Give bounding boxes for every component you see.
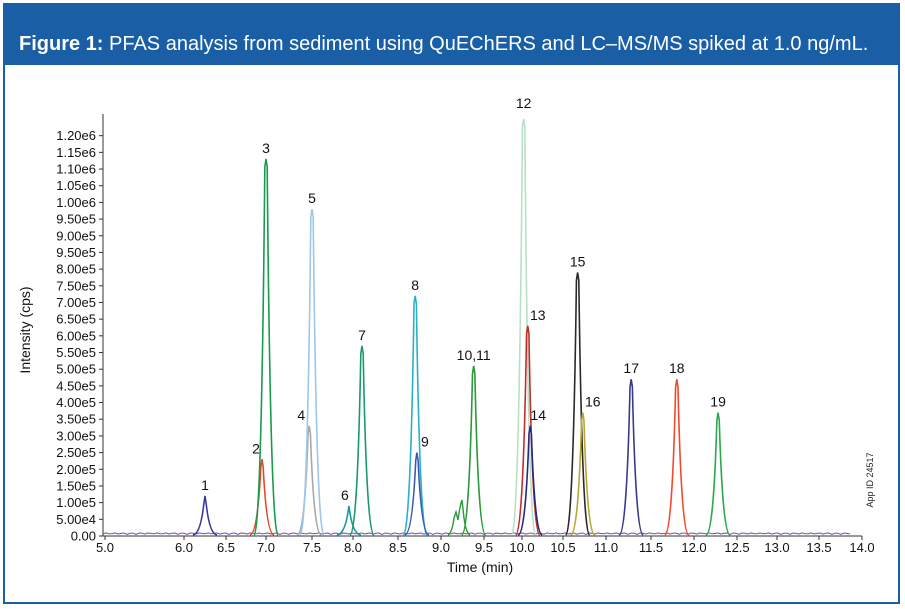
y-tick-label: 2.00e5	[56, 462, 96, 477]
x-tick-label: 7.0	[257, 540, 275, 555]
x-tick-label: 6.5	[217, 540, 235, 555]
y-tick-label: 1.00e6	[56, 195, 96, 210]
peak-14-trace	[517, 425, 543, 536]
peak-6-trace	[336, 505, 362, 536]
app-id-label: App ID 24517	[865, 452, 875, 507]
peak-15-trace	[564, 272, 591, 536]
y-tick-label: 7.00e5	[56, 295, 96, 310]
peak-label-1: 1	[201, 477, 209, 493]
x-tick-label: 7.5	[303, 540, 321, 555]
peak-label-5: 5	[308, 190, 316, 206]
peak-16-trace	[570, 412, 596, 536]
figure-banner: Figure 1: PFAS analysis from sediment us…	[5, 5, 898, 65]
peak-label-7: 7	[358, 327, 366, 343]
peak-label-14: 14	[530, 407, 546, 423]
peak-label-10-11: 10,11	[457, 347, 491, 363]
x-tick-label: 8.5	[389, 540, 407, 555]
peak-5-trace	[299, 208, 325, 536]
peak-13-trace	[514, 325, 541, 536]
peak-label-2: 2	[252, 440, 260, 456]
peak-17-trace	[618, 379, 644, 536]
peak-2-trace	[249, 459, 275, 536]
y-tick-label: 2.50e5	[56, 445, 96, 460]
peak-12-trace	[510, 118, 537, 536]
peak-9-trace	[404, 452, 430, 536]
figure-label: Figure 1:	[19, 33, 104, 55]
peak-4-trace	[296, 425, 322, 536]
y-tick-label: 1.00e5	[56, 495, 96, 510]
y-tick-label: 0.00	[71, 529, 96, 544]
y-tick-label: 9.50e5	[56, 212, 96, 227]
peak-3-trace	[253, 158, 279, 536]
peak-7-trace	[349, 345, 375, 536]
figure-frame: Figure 1: PFAS analysis from sediment us…	[3, 3, 900, 604]
x-tick-label: 12.5	[724, 540, 749, 555]
y-tick-label: 8.00e5	[56, 262, 96, 277]
y-tick-label: 3.00e5	[56, 428, 96, 443]
peak-label-19: 19	[710, 394, 726, 410]
peak-19-trace	[705, 412, 731, 536]
peak-label-15: 15	[570, 253, 586, 269]
peak-10-11-trace	[461, 365, 487, 536]
y-tick-label: 1.15e6	[56, 145, 96, 160]
baseline-trace	[102, 532, 851, 536]
y-tick-label: 6.50e5	[56, 312, 96, 327]
x-axis-label: Time (min)	[447, 559, 513, 575]
peak-label-13: 13	[530, 307, 546, 323]
peak-label-8: 8	[411, 277, 419, 293]
y-tick-label: 4.50e5	[56, 378, 96, 393]
peak-label-6: 6	[341, 487, 349, 503]
y-tick-label: 1.20e6	[56, 128, 96, 143]
shoulder-peak-trace	[447, 499, 471, 536]
x-tick-label: 10.5	[550, 540, 575, 555]
y-tick-label: 4.00e5	[56, 395, 96, 410]
x-tick-label: 11.0	[594, 540, 618, 555]
peak-label-3: 3	[262, 140, 270, 156]
y-tick-label: 9.50e5	[56, 245, 96, 260]
x-tick-label: 14.0	[849, 540, 874, 555]
x-tick-label: 10.0	[509, 540, 534, 555]
x-tick-label: 6.0	[175, 540, 193, 555]
y-tick-label: 6.00e5	[56, 328, 96, 343]
peak-label-12: 12	[516, 95, 532, 111]
x-tick-label: 11.5	[639, 540, 663, 555]
x-tick-label: 5.0	[96, 540, 114, 555]
peak-18-trace	[664, 379, 690, 536]
peak-label-17: 17	[623, 360, 639, 376]
y-tick-label: 5.00e5	[56, 362, 96, 377]
y-tick-label: 5.00e4	[56, 512, 96, 527]
peak-8-trace	[402, 295, 428, 536]
y-tick-label: 9.00e5	[56, 228, 96, 243]
x-tick-label: 9.5	[475, 540, 493, 555]
y-axis-label: Intensity (cps)	[17, 286, 33, 373]
figure-caption-text: PFAS analysis from sediment using QuEChE…	[109, 33, 869, 55]
y-tick-label: 7.50e5	[56, 278, 96, 293]
peak-label-4: 4	[297, 407, 305, 423]
y-tick-label: 1.10e6	[56, 162, 96, 177]
peak-1-trace	[192, 495, 218, 536]
y-tick-label: 5.50e5	[56, 345, 96, 360]
x-tick-label: 9.0	[432, 540, 450, 555]
y-tick-label: 3.50e5	[56, 412, 96, 427]
peak-label-9: 9	[421, 434, 429, 450]
y-tick-label: 1.50e5	[56, 478, 96, 493]
peak-label-18: 18	[669, 360, 685, 376]
chart-traces	[102, 118, 851, 536]
x-tick-label: 12.0	[681, 540, 706, 555]
x-tick-label: 8.0	[344, 540, 362, 555]
y-tick-label: 1.05e6	[56, 178, 96, 193]
x-tick-label: 13.0	[764, 540, 789, 555]
figure-caption: Figure 1: PFAS analysis from sediment us…	[19, 33, 868, 56]
peak-label-16: 16	[585, 394, 601, 410]
x-tick-label: 13.5	[806, 540, 831, 555]
